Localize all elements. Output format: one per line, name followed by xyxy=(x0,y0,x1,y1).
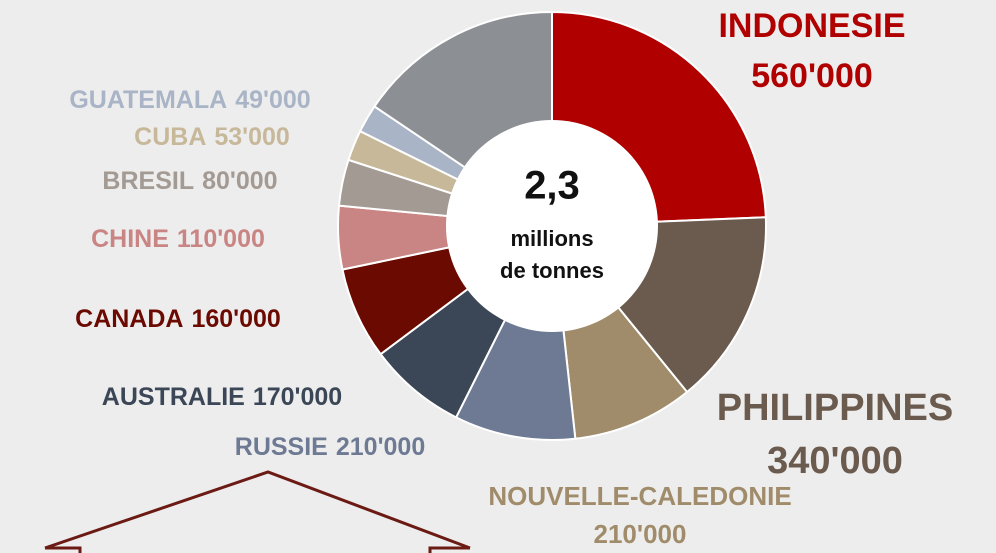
slice-label-group: AUSTRALIE 170'000 xyxy=(102,383,342,411)
slice-value-label: 170'000 xyxy=(253,383,342,411)
slice-label: CUBA xyxy=(134,123,206,151)
slice-label-group: BRESIL 80'000 xyxy=(102,167,277,195)
slice-label: CANADA xyxy=(75,305,183,333)
slice-label: GUATEMALA xyxy=(69,86,227,114)
house-outline xyxy=(44,470,471,553)
center-unit: de tonnes xyxy=(500,258,604,283)
donut-hole xyxy=(446,120,658,332)
slice-label: CHINE xyxy=(91,225,169,253)
slice-value-label: 80'000 xyxy=(202,167,277,195)
slice-label-group: CUBA 53'000 xyxy=(134,123,290,151)
slice-label-group: CHINE 110'000 xyxy=(91,225,265,253)
slice-label: PHILIPPINES xyxy=(717,387,954,429)
slice-value-label: 160'000 xyxy=(191,305,280,333)
roof xyxy=(44,470,471,550)
slice-value-label: 210'000 xyxy=(594,519,687,549)
center-unit: millions xyxy=(510,226,593,251)
slice-value-label: 340'000 xyxy=(767,440,903,482)
slice-label: RUSSIE xyxy=(235,433,328,461)
slice-value-label: 53'000 xyxy=(214,123,289,151)
slice-label-group: CANADA 160'000 xyxy=(75,305,281,333)
slice-label-group: GUATEMALA 49'000 xyxy=(69,86,310,114)
slice-value-label: 49'000 xyxy=(235,86,310,114)
slice-label: INDONESIE xyxy=(718,7,905,45)
slice-label: BRESIL xyxy=(102,167,194,195)
slice-label-group: RUSSIE 210'000 xyxy=(235,433,425,461)
roof-edge-right xyxy=(428,546,470,553)
slice-label: NOUVELLE-CALEDONIE xyxy=(488,481,791,511)
slice-value-label: 210'000 xyxy=(336,433,425,461)
center-value: 2,3 xyxy=(524,164,580,208)
slice-value-label: 110'000 xyxy=(177,225,265,253)
slice-value-label: 560'000 xyxy=(751,57,873,95)
roof-edge-left xyxy=(45,546,82,553)
slice-label: AUSTRALIE xyxy=(102,383,245,411)
